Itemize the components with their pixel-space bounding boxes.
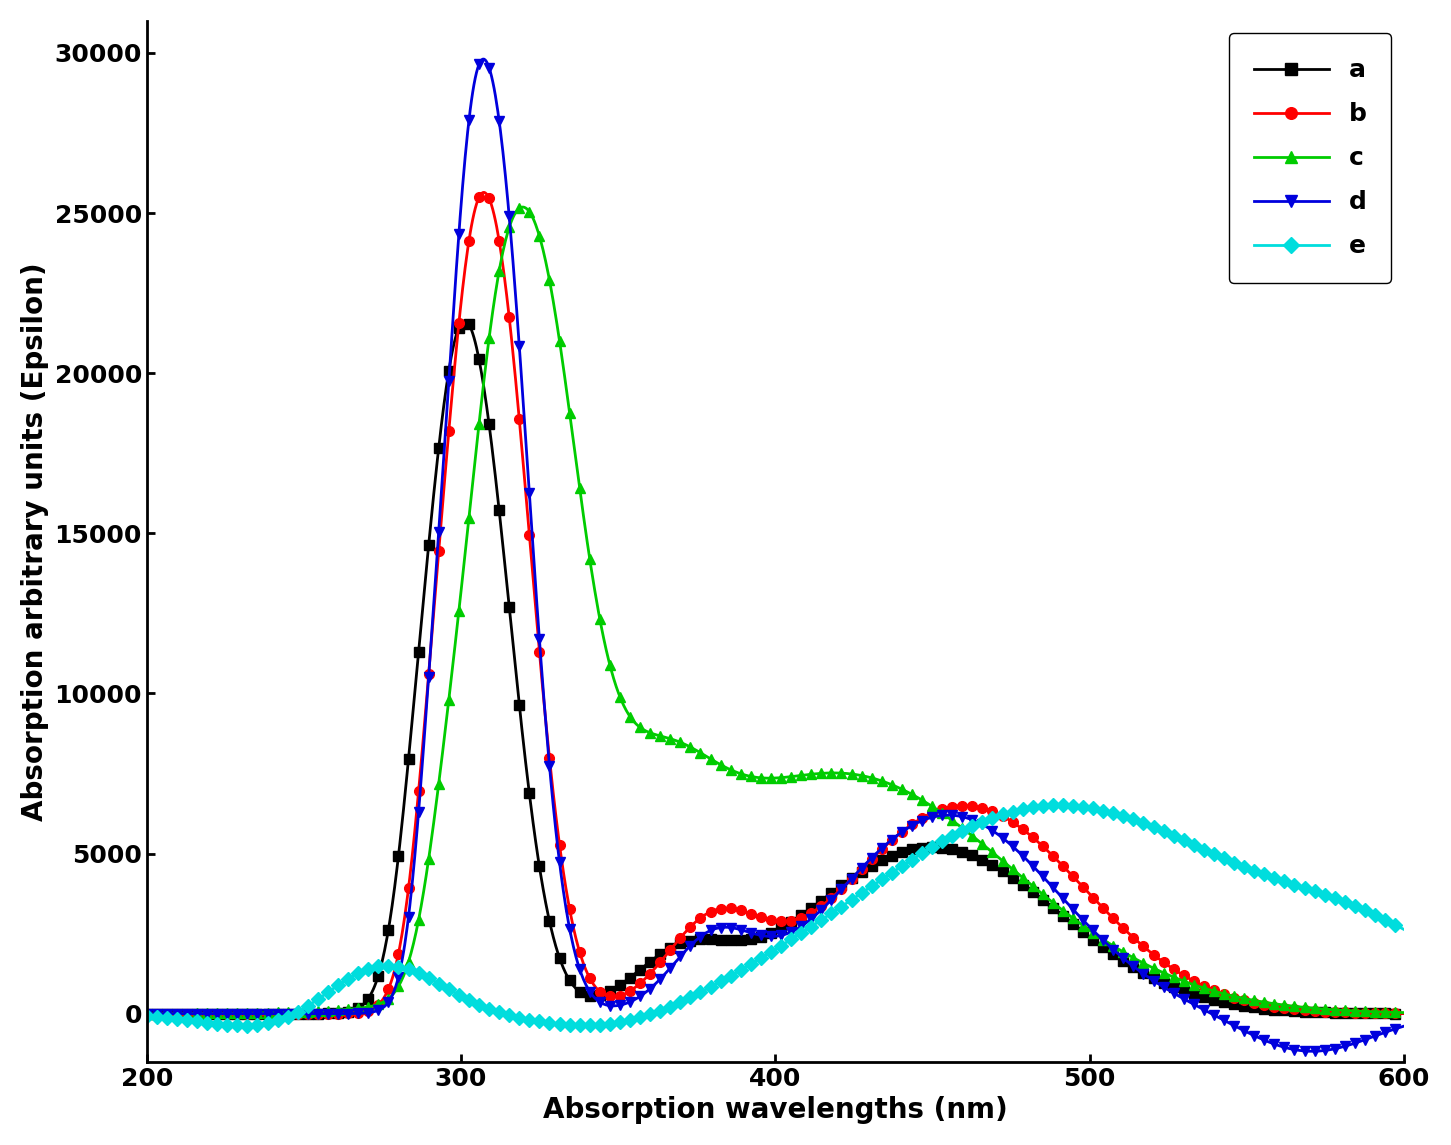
a	[1142, 970, 1159, 984]
Line: d: d	[142, 54, 1409, 1056]
d	[1003, 838, 1020, 852]
b	[647, 960, 665, 973]
c	[1120, 948, 1138, 962]
d	[1303, 1044, 1320, 1058]
a	[138, 1006, 155, 1020]
b	[694, 910, 711, 924]
e	[1051, 798, 1068, 812]
X-axis label: Absorption wavelengths (nm): Absorption wavelengths (nm)	[543, 1096, 1008, 1124]
c	[1003, 861, 1020, 875]
b	[1003, 814, 1020, 828]
a	[1003, 870, 1020, 884]
Line: a: a	[142, 316, 1409, 1019]
a	[267, 1006, 284, 1020]
a	[1396, 1006, 1413, 1020]
e	[267, 1014, 284, 1028]
c	[1142, 961, 1159, 974]
b	[1120, 926, 1138, 940]
e	[1122, 812, 1139, 826]
e	[647, 1005, 665, 1019]
e	[234, 1019, 251, 1033]
b	[267, 1006, 284, 1020]
c	[1396, 1005, 1413, 1019]
a	[694, 932, 711, 946]
c	[267, 1005, 284, 1019]
b	[1142, 946, 1159, 960]
c	[514, 200, 531, 214]
d	[1142, 972, 1159, 986]
a	[647, 950, 665, 964]
c	[647, 728, 665, 742]
c	[138, 1006, 155, 1020]
e	[1396, 923, 1413, 937]
Y-axis label: Absorption arbitrary units (Epsilon): Absorption arbitrary units (Epsilon)	[20, 262, 49, 821]
d	[1120, 955, 1138, 969]
d	[474, 53, 492, 66]
d	[138, 1006, 155, 1020]
e	[694, 985, 711, 998]
b	[1396, 1006, 1413, 1020]
d	[1396, 1019, 1413, 1033]
e	[138, 1009, 155, 1022]
Line: b: b	[142, 188, 1409, 1019]
e	[1143, 820, 1161, 834]
Line: c: c	[142, 203, 1409, 1019]
e	[1003, 805, 1020, 819]
Line: e: e	[142, 800, 1409, 1030]
a	[457, 314, 474, 327]
Legend: a, b, c, d, e: a, b, c, d, e	[1229, 33, 1392, 283]
a	[1120, 957, 1138, 971]
d	[267, 1006, 284, 1020]
b	[476, 185, 493, 199]
c	[694, 747, 711, 760]
d	[694, 929, 711, 942]
d	[647, 976, 665, 989]
b	[138, 1006, 155, 1020]
